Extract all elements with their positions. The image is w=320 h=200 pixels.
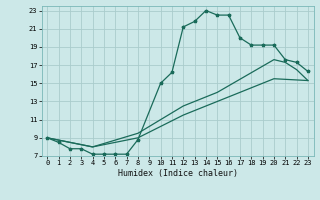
X-axis label: Humidex (Indice chaleur): Humidex (Indice chaleur) bbox=[118, 169, 237, 178]
